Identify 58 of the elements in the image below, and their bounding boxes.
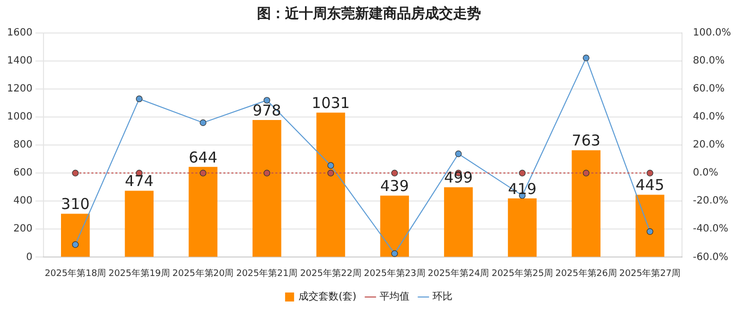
y-tick-label: 200 — [13, 224, 32, 235]
y-tick-label: 1200 — [6, 83, 32, 94]
x-tick-label: 2025年第23周 — [364, 268, 426, 279]
data-label: 1031 — [312, 94, 350, 112]
bar — [316, 112, 346, 257]
bar — [444, 187, 473, 257]
data-label: 499 — [444, 168, 473, 187]
x-tick-label: 2025年第18周 — [44, 268, 106, 279]
x-tick-label: 2025年第24周 — [428, 268, 490, 279]
data-label: 763 — [572, 132, 600, 150]
y-tick-label: 800 — [13, 140, 32, 151]
y-tick-label: 1400 — [6, 55, 32, 66]
data-label: 439 — [380, 177, 409, 196]
y2-tick-label: 60.0% — [692, 83, 725, 94]
chart-title: 图：近十周东莞新建商品房成交走势 — [257, 5, 481, 22]
x-tick-label: 2025年第22周 — [300, 268, 362, 279]
x-tick-label: 2025年第25周 — [492, 268, 553, 279]
x-tick-label: 2025年第27周 — [619, 268, 681, 279]
bar — [380, 196, 409, 257]
y2-tick-label: 40.0% — [692, 112, 725, 123]
y-tick-label: 1600 — [6, 27, 32, 38]
bar — [61, 214, 90, 257]
x-tick-label: 2025年第21周 — [236, 268, 298, 279]
data-label: 474 — [124, 172, 154, 190]
bar — [124, 190, 154, 257]
bar — [252, 120, 282, 257]
y-tick-label: 1000 — [6, 112, 32, 123]
x-tick-label: 2025年第20周 — [172, 268, 234, 279]
legend-label: 平均值 — [379, 290, 410, 303]
bar — [572, 150, 600, 257]
bar — [636, 194, 664, 257]
point — [136, 96, 143, 102]
point — [646, 228, 654, 235]
point — [327, 162, 334, 169]
x-tick-label: 2025年第19周 — [108, 268, 170, 279]
point — [582, 54, 590, 62]
y2-tick-label: -20.0% — [692, 196, 728, 207]
data-label: 644 — [188, 148, 218, 166]
y-tick-label: 0 — [26, 252, 32, 263]
x-tick-label: 2025年第26周 — [555, 268, 617, 279]
point — [391, 250, 398, 257]
data-label: 445 — [636, 176, 664, 194]
y-tick-label: 400 — [13, 196, 32, 207]
bar — [188, 166, 218, 257]
point — [200, 119, 206, 126]
y2-tick-label: 20.0% — [692, 140, 725, 151]
y2-tick-label: -60.0% — [692, 252, 728, 263]
y2-tick-label: 0.0% — [692, 168, 718, 179]
point — [455, 150, 462, 158]
y-tick-label: 600 — [13, 168, 32, 179]
data-label: 310 — [61, 195, 90, 214]
y2-tick-label: -40.0% — [692, 224, 728, 235]
y2-tick-label: 80.0% — [692, 55, 725, 66]
bar — [508, 198, 537, 257]
legend-label: 成交套数(套) — [298, 290, 356, 303]
y2-tick-label: 100.0% — [692, 27, 732, 38]
point — [72, 241, 79, 248]
legend-label: 环比 — [432, 290, 452, 303]
